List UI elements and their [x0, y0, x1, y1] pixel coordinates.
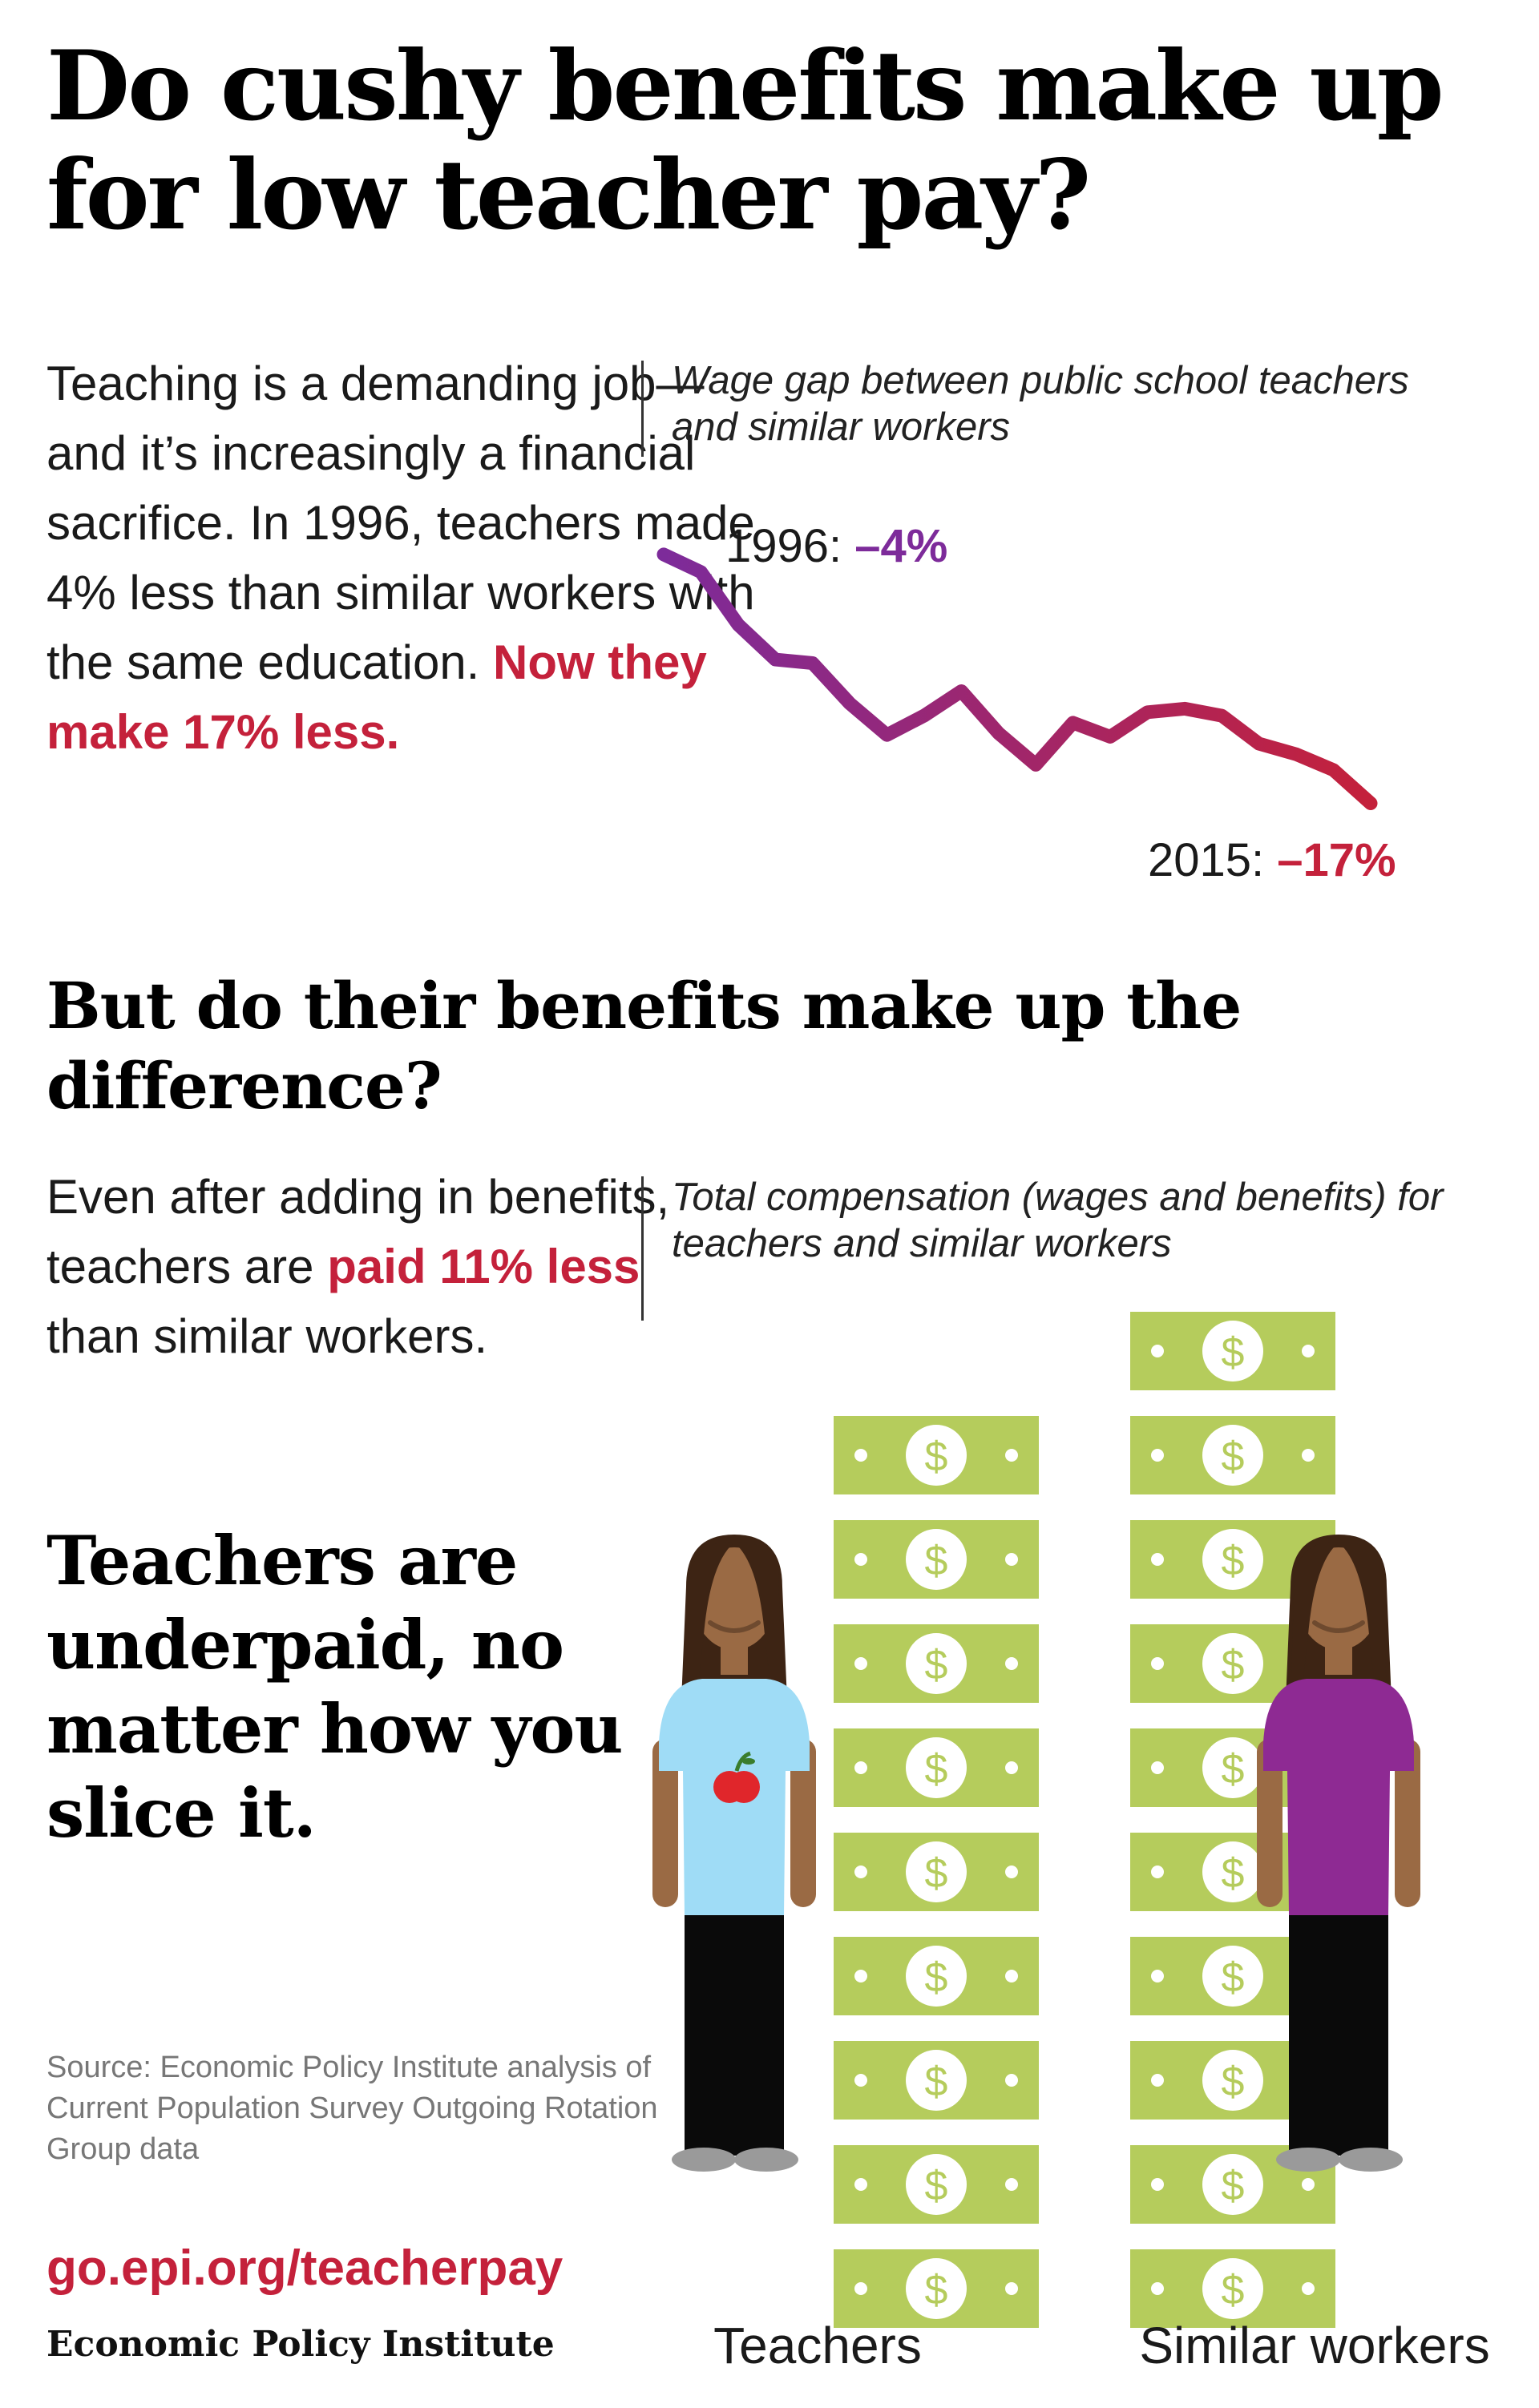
start-value: –4%	[854, 520, 948, 572]
source-link[interactable]: go.epi.org/teacherpay	[46, 2241, 563, 2296]
intro-highlight: Now they make 17% less.	[46, 635, 707, 759]
bar-label-workers: Similar workers	[1139, 2317, 1490, 2374]
teacher-figure	[652, 1535, 816, 2172]
teacher-bill-9	[834, 1416, 1039, 1494]
start-value-label: 1996: –4%	[725, 519, 947, 573]
benefits-heading: But do their benefits make up the differ…	[46, 968, 1242, 1123]
benefits-highlight: paid 11% less	[327, 1240, 640, 1293]
teacher-bill-5	[834, 1833, 1039, 1911]
teacher-bill-3	[834, 2041, 1039, 2120]
compensation-caption: Total compensation (wages and benefits) …	[672, 1176, 1444, 1265]
intro-paragraph: Teaching is a demanding job— and it’s in…	[46, 349, 768, 767]
page-title: Do cushy benefits make up for low teache…	[46, 30, 1444, 252]
benefits-text-b: than similar workers.	[46, 1309, 488, 1363]
wage-gap-caption: Wage gap between public school teachers …	[672, 359, 1409, 449]
start-year: 1996:	[725, 520, 855, 572]
wage-gap-line	[656, 547, 1378, 810]
org-name: Economic Policy Institute	[46, 2324, 555, 2365]
conclusion-text: Teachers are underpaid, no matter how yo…	[46, 1521, 623, 1853]
caption-divider-2	[641, 1176, 644, 1321]
teacher-money-stack	[834, 1416, 1039, 2328]
end-value-label: 2015: –17%	[1148, 833, 1396, 887]
worker-figure	[1257, 1535, 1420, 2172]
teacher-bill-7	[834, 1624, 1039, 1703]
benefits-text-a: Even after adding in benefits, teachers …	[46, 1170, 670, 1293]
intro-text: Teaching is a demanding job— and it’s in…	[46, 357, 755, 689]
teacher-bill-8	[834, 1520, 1039, 1599]
teacher-bill-4	[834, 1937, 1039, 2015]
bar-label-teachers: Teachers	[713, 2317, 922, 2374]
source-note: Source: Economic Policy Institute analys…	[46, 2051, 658, 2166]
worker-bill-10	[1130, 1312, 1335, 1390]
caption-divider	[641, 361, 644, 457]
worker-bill-9	[1130, 1416, 1335, 1494]
end-value: –17%	[1277, 834, 1396, 886]
apple-icon	[713, 1751, 760, 1803]
wage-gap-chart	[656, 547, 1378, 810]
compensation-chart: $	[625, 1312, 1539, 2328]
benefits-paragraph: Even after adding in benefits, teachers …	[46, 1162, 672, 1371]
teacher-bill-2	[834, 2145, 1039, 2224]
end-year: 2015:	[1148, 834, 1278, 886]
teacher-bill-6	[834, 1728, 1039, 1807]
